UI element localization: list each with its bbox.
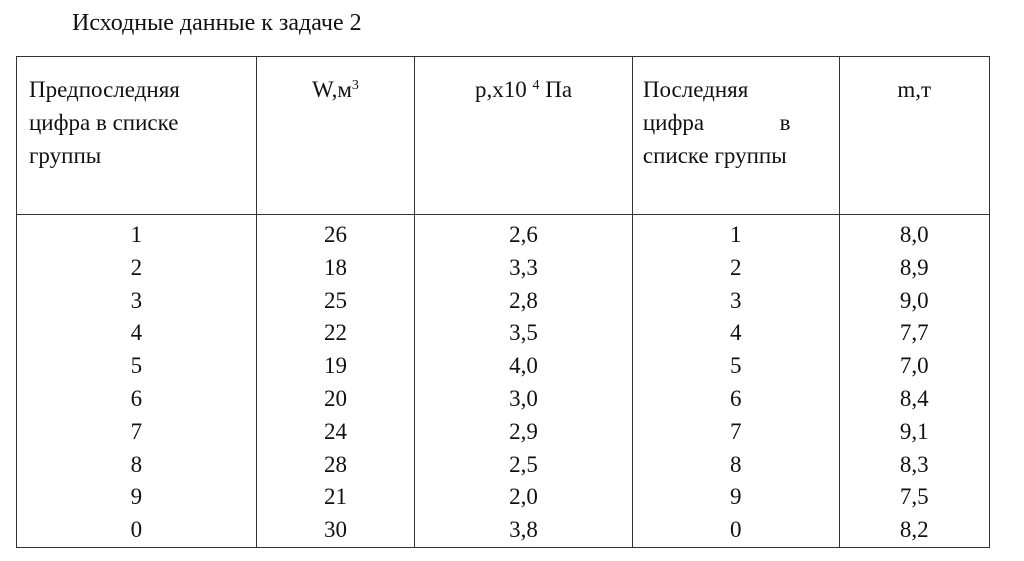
data-table: Предпоследняя цифра в списке группы W,м3… (16, 56, 990, 548)
cell-volume: 30 (255, 514, 416, 548)
table-row: 8 28 2,5 8 8,3 (16, 448, 990, 482)
cell-pressure: 3,8 (414, 514, 633, 548)
cell-mass: 7,5 (838, 481, 990, 515)
header-pressure-exponent: 4 (532, 78, 540, 93)
cell-pressure: 2,8 (414, 284, 633, 318)
cell-last-digit: 9 (631, 481, 840, 515)
cell-mass: 8,3 (838, 448, 990, 482)
cell-penultimate-digit: 8 (16, 448, 257, 482)
cell-last-digit: 1 (631, 214, 840, 252)
header-mass: m,т (838, 56, 990, 215)
cell-pressure: 4,0 (414, 350, 633, 383)
cell-mass: 8,4 (838, 382, 990, 416)
header-penultimate-digit: Предпоследняя цифра в списке группы (16, 56, 257, 215)
header-volume-label: W,м (312, 77, 352, 102)
header-pressure-label: p,x10 (475, 77, 527, 102)
cell-penultimate-digit: 5 (16, 350, 257, 383)
cell-mass: 7,7 (838, 317, 990, 351)
table-row: 3 25 2,8 3 9,0 (16, 284, 990, 318)
cell-volume: 20 (255, 382, 416, 416)
header-volume: W,м3 (255, 56, 416, 215)
cell-last-digit: 2 (631, 251, 840, 285)
table-row: 5 19 4,0 5 7,0 (16, 350, 990, 383)
cell-mass: 8,2 (838, 514, 990, 548)
cell-last-digit: 5 (631, 350, 840, 383)
cell-volume: 25 (255, 284, 416, 318)
header-pressure: p,x10 4 Па (414, 56, 633, 215)
cell-pressure: 3,3 (414, 251, 633, 285)
cell-pressure: 2,0 (414, 481, 633, 515)
cell-volume: 26 (255, 214, 416, 252)
cell-penultimate-digit: 9 (16, 481, 257, 515)
cell-mass: 7,0 (838, 350, 990, 383)
cell-penultimate-digit: 0 (16, 514, 257, 548)
table-row: 7 24 2,9 7 9,1 (16, 415, 990, 449)
cell-mass: 9,1 (838, 415, 990, 449)
cell-last-digit: 7 (631, 415, 840, 449)
cell-pressure: 2,6 (414, 214, 633, 252)
header-last-digit: Последняя цифра в списке группы (631, 56, 840, 215)
header-volume-exponent: 3 (351, 78, 359, 93)
cell-penultimate-digit: 2 (16, 251, 257, 285)
cell-last-digit: 0 (631, 514, 840, 548)
cell-mass: 8,9 (838, 251, 990, 285)
cell-volume: 24 (255, 415, 416, 449)
cell-penultimate-digit: 3 (16, 284, 257, 318)
cell-mass: 9,0 (838, 284, 990, 318)
cell-pressure: 2,9 (414, 415, 633, 449)
cell-volume: 22 (255, 317, 416, 351)
header-pressure-unit: Па (539, 77, 573, 102)
cell-last-digit: 4 (631, 317, 840, 351)
cell-pressure: 3,5 (414, 317, 633, 351)
cell-last-digit: 6 (631, 382, 840, 416)
header-row: Предпоследняя цифра в списке группы W,м3… (16, 56, 990, 215)
cell-penultimate-digit: 4 (16, 317, 257, 351)
cell-volume: 19 (255, 350, 416, 383)
document-title: Исходные данные к задаче 2 (72, 10, 362, 36)
cell-penultimate-digit: 1 (16, 214, 257, 252)
table-row: 4 22 3,5 4 7,7 (16, 317, 990, 351)
table-row: 9 21 2,0 9 7,5 (16, 481, 990, 515)
cell-volume: 18 (255, 251, 416, 285)
cell-pressure: 3,0 (414, 382, 633, 416)
cell-penultimate-digit: 7 (16, 415, 257, 449)
cell-penultimate-digit: 6 (16, 382, 257, 416)
table-row: 0 30 3,8 0 8,2 (16, 514, 990, 548)
cell-last-digit: 3 (631, 284, 840, 318)
cell-last-digit: 8 (631, 448, 840, 482)
table-row: 2 18 3,3 2 8,9 (16, 251, 990, 285)
cell-volume: 21 (255, 481, 416, 515)
cell-volume: 28 (255, 448, 416, 482)
table-row: 6 20 3,0 6 8,4 (16, 382, 990, 416)
table-row: 1 26 2,6 1 8,0 (16, 214, 990, 252)
cell-mass: 8,0 (838, 214, 990, 252)
cell-pressure: 2,5 (414, 448, 633, 482)
